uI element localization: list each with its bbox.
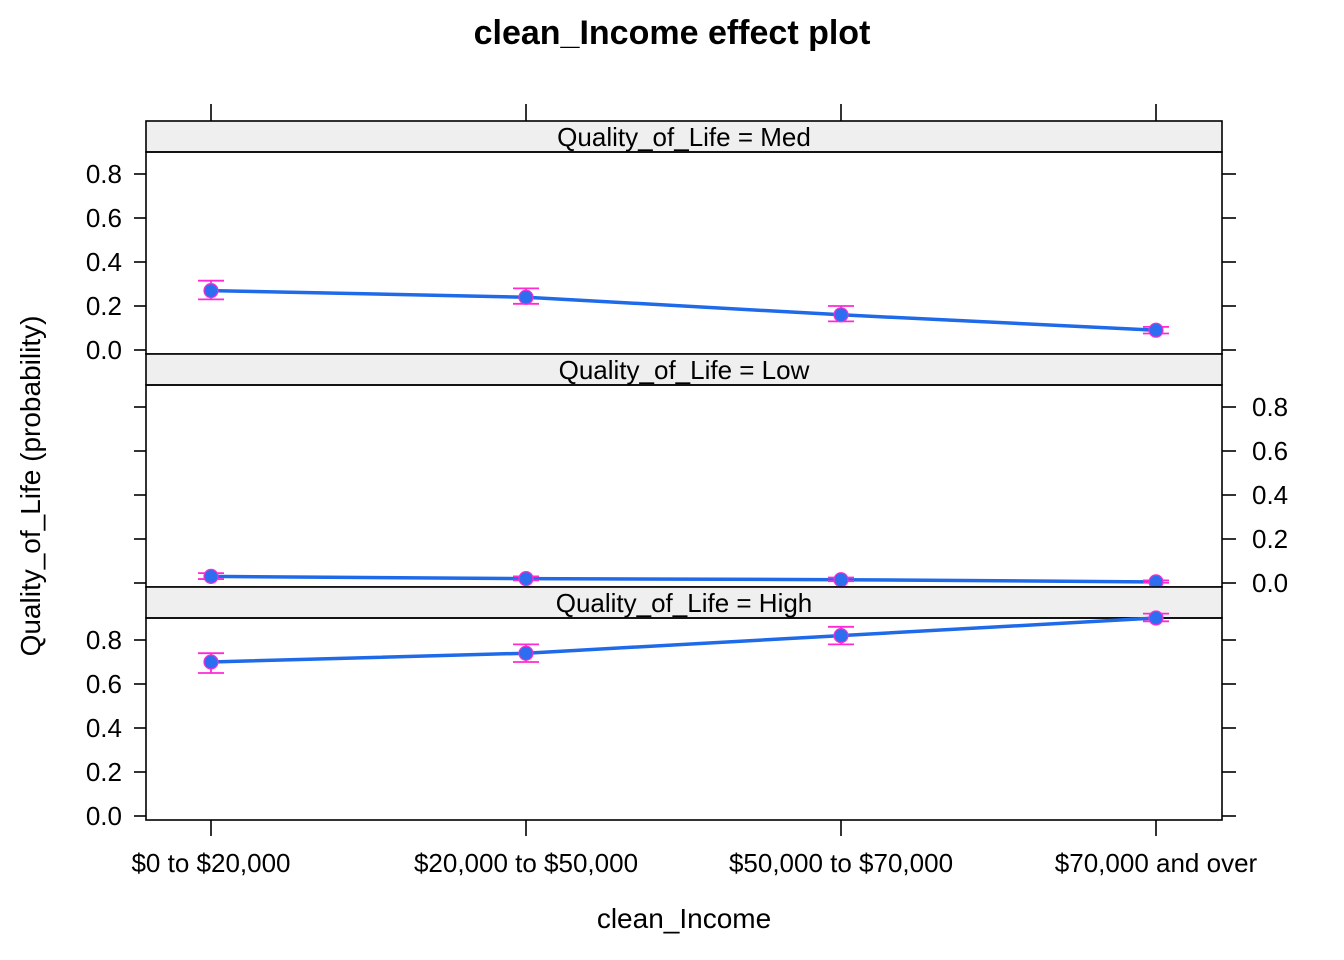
y-tick-label: 0.8 bbox=[86, 159, 122, 189]
y-tick-label: 0.0 bbox=[1252, 568, 1288, 598]
data-point bbox=[833, 572, 849, 588]
data-point bbox=[1148, 322, 1164, 338]
x-tick-label: $70,000 and over bbox=[1055, 848, 1258, 878]
strip-label: Quality_of_Life = High bbox=[556, 588, 813, 618]
panels-group: Quality_of_Life = Med 0.0 0.2 0.4 0.6 0.8 Qual… bbox=[86, 104, 1288, 878]
strip-label: Quality_of_Life = Low bbox=[559, 355, 810, 385]
y-tick-label: 0.4 bbox=[86, 713, 122, 743]
x-axis-label: clean_Income bbox=[597, 903, 771, 934]
chart-title: clean_Income effect plot bbox=[474, 14, 871, 52]
strip-background bbox=[145, 120, 1223, 153]
y-tick-label: 0.2 bbox=[1252, 524, 1288, 554]
y-tick-label: 0.0 bbox=[86, 335, 122, 365]
y-tick-label: 0.8 bbox=[1252, 392, 1288, 422]
data-point bbox=[203, 568, 219, 585]
panel-border bbox=[145, 617, 1223, 821]
x-tick-label: $20,000 to $50,000 bbox=[414, 848, 638, 878]
panel-border bbox=[145, 384, 1223, 588]
y-tick-label: 0.8 bbox=[86, 625, 122, 655]
y-tick-label: 0.6 bbox=[86, 203, 122, 233]
x-tick-label: $0 to $20,000 bbox=[131, 848, 290, 878]
data-point bbox=[833, 307, 849, 323]
strip-label: Quality_of_Life = Med bbox=[557, 122, 811, 152]
y-tick-label: 0.0 bbox=[86, 801, 122, 831]
series-line bbox=[210, 288, 1157, 332]
data-point bbox=[203, 283, 219, 299]
y-tick-label: 0.2 bbox=[86, 757, 122, 787]
data-point bbox=[833, 627, 849, 644]
x-tick-label: $50,000 to $70,000 bbox=[729, 848, 953, 878]
y-tick-label: 0.2 bbox=[86, 291, 122, 321]
y-axis-label: Quality_of_Life (probability) bbox=[15, 316, 46, 657]
y-tick-label: 0.4 bbox=[1252, 480, 1288, 510]
y-tick-label: 0.6 bbox=[86, 669, 122, 699]
y-tick-label: 0.4 bbox=[86, 247, 122, 277]
panel-border bbox=[145, 151, 1223, 355]
data-point bbox=[518, 645, 534, 661]
y-tick-label: 0.6 bbox=[1252, 436, 1288, 466]
series-line bbox=[210, 616, 1157, 664]
data-point bbox=[518, 570, 534, 587]
data-point bbox=[1148, 610, 1164, 626]
data-point bbox=[203, 654, 219, 670]
series-line bbox=[210, 574, 1157, 584]
data-point bbox=[518, 289, 534, 305]
